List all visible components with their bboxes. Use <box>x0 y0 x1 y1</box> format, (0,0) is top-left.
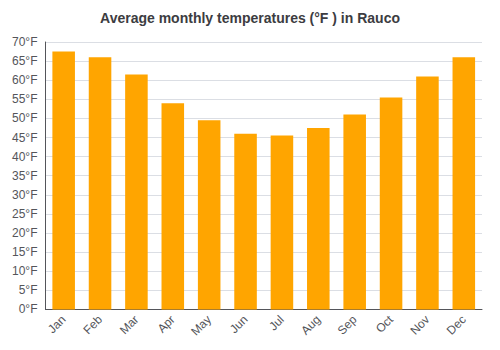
svg-text:Jan: Jan <box>45 313 69 337</box>
svg-text:30°F: 30°F <box>12 188 37 202</box>
svg-text:70°F: 70°F <box>12 35 37 49</box>
svg-text:5°F: 5°F <box>19 283 38 297</box>
svg-text:Sep: Sep <box>335 312 360 337</box>
svg-text:Jul: Jul <box>266 313 287 334</box>
svg-text:55°F: 55°F <box>12 92 37 106</box>
svg-text:Nov: Nov <box>407 313 432 338</box>
svg-text:45°F: 45°F <box>12 131 37 145</box>
svg-text:Apr: Apr <box>155 313 178 336</box>
svg-text:10°F: 10°F <box>12 264 37 278</box>
svg-text:0°F: 0°F <box>19 302 38 316</box>
svg-text:Dec: Dec <box>444 313 469 338</box>
svg-text:50°F: 50°F <box>12 111 37 125</box>
svg-text:35°F: 35°F <box>12 169 37 183</box>
svg-text:20°F: 20°F <box>12 226 37 240</box>
svg-text:Mar: Mar <box>117 313 142 337</box>
svg-text:15°F: 15°F <box>12 245 37 259</box>
svg-text:Aug: Aug <box>298 313 323 338</box>
svg-text:65°F: 65°F <box>12 54 37 68</box>
svg-text:Jun: Jun <box>227 313 251 337</box>
svg-text:Oct: Oct <box>373 312 397 336</box>
svg-text:May: May <box>188 313 214 339</box>
svg-text:Average monthly temperatures (: Average monthly temperatures (°F ) in Ra… <box>100 10 400 26</box>
svg-text:60°F: 60°F <box>12 73 37 87</box>
svg-text:25°F: 25°F <box>12 207 37 221</box>
svg-text:40°F: 40°F <box>12 150 37 164</box>
svg-text:Feb: Feb <box>80 312 105 337</box>
